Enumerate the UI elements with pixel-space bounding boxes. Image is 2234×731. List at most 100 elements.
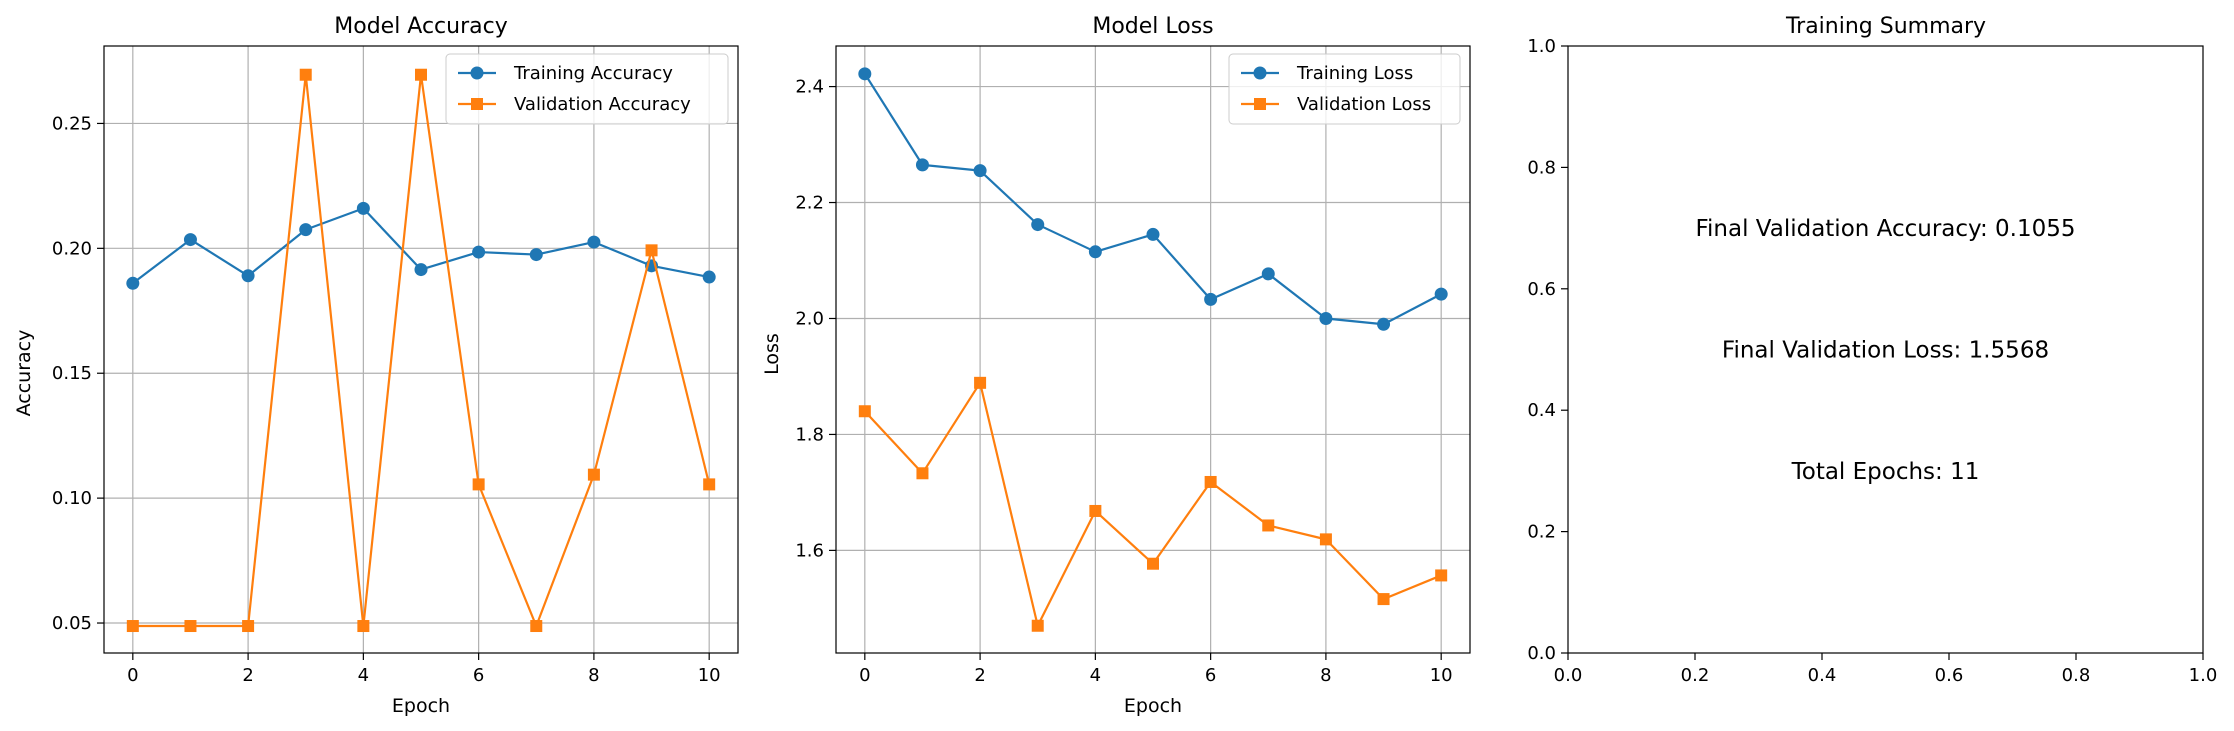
training-accuracy-point [702, 270, 716, 284]
summary-x-tick-label: 0.0 [1554, 665, 1583, 686]
loss-legend-training-marker [1253, 66, 1267, 80]
summary-y-tick-label: 0.8 [1527, 157, 1556, 178]
validation-loss-point [1377, 593, 1390, 606]
accuracy-legend-validation-label: Validation Accuracy [514, 94, 691, 115]
summary-panel-title: Training Summary [1785, 14, 1986, 39]
loss-x-tick-label: 10 [1430, 665, 1453, 686]
training-accuracy-point [529, 248, 543, 262]
training-accuracy-point [472, 245, 486, 259]
accuracy-ticks: 0 2 4 6 8 10 0.05 0.10 0.15 0.20 0.25 [52, 113, 721, 686]
loss-series [858, 67, 1448, 632]
summary-y-tick-label: 0.4 [1527, 400, 1556, 421]
accuracy-chart: Model Accuracy Epoch Accuracy 0 2 4 6 8 10 0.0… [13, 14, 739, 717]
accuracy-x-tick-label: 0 [127, 665, 138, 686]
loss-x-tick-label: 4 [1090, 665, 1101, 686]
validation-loss-point [858, 405, 871, 418]
validation-loss-point [1262, 519, 1275, 532]
validation-loss-point [1435, 569, 1448, 582]
training-loss-point [1031, 218, 1045, 232]
training-loss-point [1261, 267, 1275, 281]
loss-y-tick-label: 2.2 [795, 193, 824, 214]
validation-accuracy-point [184, 620, 197, 633]
training-accuracy-point [299, 223, 313, 237]
loss-grid [836, 46, 1470, 653]
loss-plot-frame [835, 45, 1471, 654]
accuracy-x-tick-label: 6 [473, 665, 484, 686]
loss-legend-validation-label: Validation Loss [1297, 94, 1431, 115]
summary-x-tick-label: 0.6 [1935, 665, 1964, 686]
loss-x-axis-label: Epoch [1124, 695, 1182, 717]
accuracy-legend-training-marker [470, 66, 484, 80]
accuracy-y-tick-label: 0.15 [52, 363, 92, 384]
accuracy-legend-training-label: Training Accuracy [513, 63, 673, 84]
summary-annotation: Final Validation Accuracy: 0.1055 [1695, 216, 2075, 242]
training-loss-point [858, 67, 872, 81]
loss-y-tick-label: 2.0 [795, 308, 824, 329]
summary-annotation: Final Validation Loss: 1.5568 [1722, 338, 2049, 364]
validation-accuracy-point [299, 68, 312, 81]
validation-accuracy-point [357, 620, 370, 633]
summary-y-tick-label: 0.2 [1527, 522, 1556, 543]
accuracy-x-tick-label: 10 [698, 665, 721, 686]
validation-accuracy-point [530, 620, 543, 633]
accuracy-x-tick-label: 8 [588, 665, 599, 686]
summary-x-tick-label: 0.2 [1681, 665, 1710, 686]
training-accuracy-point [126, 276, 140, 290]
loss-y-tick-label: 1.6 [795, 540, 824, 561]
accuracy-y-tick-label: 0.20 [52, 238, 92, 259]
training-summary-panel: Training Summary 0.0 0.2 0.4 0.6 0.8 1.0 0.0 0.… [1527, 14, 2217, 686]
training-loss-point [1319, 311, 1333, 325]
accuracy-legend-box [445, 53, 729, 125]
training-accuracy-point [183, 233, 197, 247]
loss-chart-title: Model Loss [1092, 14, 1213, 39]
accuracy-chart-title: Model Accuracy [334, 14, 508, 39]
summary-ticks: 0.0 0.2 0.4 0.6 0.8 1.0 0.0 0.2 0.4 0.6 0.8 1.0 [1527, 36, 2217, 686]
training-accuracy-point [356, 201, 370, 215]
loss-x-tick-label: 6 [1205, 665, 1216, 686]
summary-y-tick-label: 0.6 [1527, 279, 1556, 300]
summary-x-tick-label: 1.0 [2189, 665, 2218, 686]
loss-chart: Model Loss Epoch Loss 0 2 4 6 8 10 1.6 1.8 2.0 2.… [761, 14, 1471, 717]
training-loss-point [1434, 287, 1448, 301]
accuracy-x-tick-label: 4 [358, 665, 369, 686]
summary-y-tick-label: 0.0 [1527, 643, 1556, 664]
validation-accuracy-point [587, 468, 600, 481]
loss-x-tick-label: 0 [859, 665, 870, 686]
training-loss-point [973, 164, 987, 178]
accuracy-y-tick-label: 0.10 [52, 488, 92, 509]
training-accuracy-point [587, 235, 601, 249]
training-accuracy-point [241, 269, 255, 283]
accuracy-legend: Training Accuracy Validation Accuracy [445, 53, 729, 125]
summary-annotations: Final Validation Accuracy: 0.1055 Final V… [1695, 216, 2075, 485]
validation-accuracy-point [645, 244, 658, 257]
accuracy-x-axis-label: Epoch [392, 695, 450, 717]
validation-loss-point [1089, 504, 1102, 517]
accuracy-legend-validation-marker [471, 98, 483, 110]
accuracy-x-tick-label: 2 [242, 665, 253, 686]
validation-accuracy-point [126, 620, 139, 633]
loss-legend: Training Loss Validation Loss [1228, 53, 1461, 125]
training-loss-point [1377, 317, 1391, 331]
accuracy-y-tick-label: 0.25 [52, 113, 92, 134]
summary-annotation: Total Epochs: 11 [1791, 459, 1980, 485]
loss-legend-training-label: Training Loss [1296, 63, 1413, 84]
summary-plot-frame [1567, 45, 2204, 654]
loss-y-tick-label: 1.8 [795, 424, 824, 445]
validation-accuracy-point [703, 478, 716, 491]
validation-loss-point [1204, 475, 1217, 488]
accuracy-series [126, 68, 716, 633]
loss-x-tick-label: 2 [974, 665, 985, 686]
loss-legend-box [1228, 53, 1461, 125]
validation-loss-point [1319, 533, 1332, 546]
summary-y-tick-label: 1.0 [1527, 36, 1556, 57]
accuracy-y-tick-label: 0.05 [52, 613, 92, 634]
training-loss-point [1088, 245, 1102, 259]
training-loss-point [915, 158, 929, 172]
validation-loss-point [1031, 619, 1044, 632]
validation-accuracy-point [242, 620, 255, 633]
validation-accuracy-point [472, 478, 485, 491]
validation-loss-point [974, 376, 987, 389]
validation-loss-point [1147, 557, 1159, 570]
